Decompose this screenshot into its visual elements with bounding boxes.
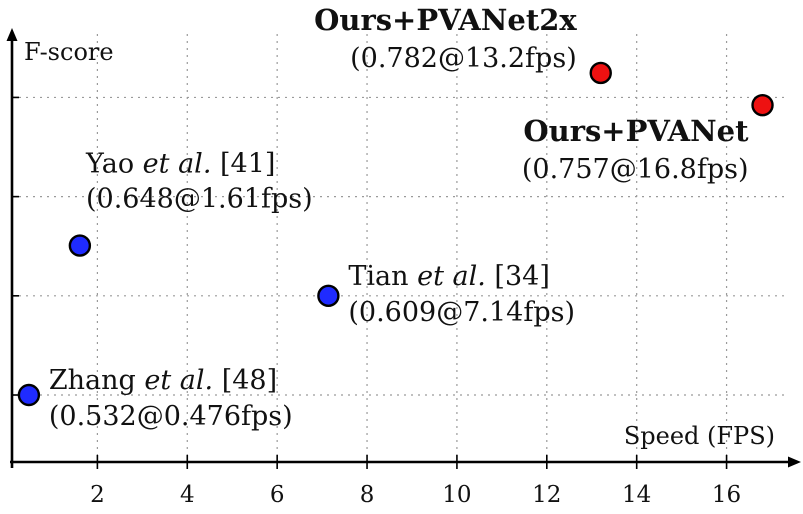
x-tick-label: 10 (442, 482, 471, 508)
data-point-marker (68, 234, 92, 257)
point-name-label: Tian et al. [34] (348, 261, 549, 292)
data-point-marker (317, 284, 340, 308)
data-point-marker (17, 383, 41, 407)
x-tick-label: 8 (360, 482, 375, 508)
point-name-ref: [41] (211, 149, 275, 180)
point-name-text: Yao (85, 149, 134, 180)
point-name-italic: et al. (409, 261, 486, 292)
point-name-italic: et al. (136, 365, 213, 396)
point-value-label: (0.782@13.2fps) (350, 43, 577, 74)
point-name-label: Ours+PVANet (523, 114, 749, 148)
point-name-text: Ours+PVANet (523, 114, 749, 148)
x-axis-arrowhead (788, 456, 801, 468)
data-point-marker (751, 93, 774, 117)
grid-lines (12, 34, 785, 462)
point-name-label: Yao et al. [41] (85, 149, 275, 180)
x-tick-label: 16 (712, 482, 741, 508)
x-tick-label: 2 (90, 482, 105, 508)
point-value-label: (0.648@1.61fps) (86, 184, 313, 215)
x-axis-title: Speed (FPS) (624, 422, 775, 450)
point-value-label: (0.609@7.14fps) (348, 297, 575, 328)
x-tick-label: 6 (270, 482, 285, 508)
data-point-marker (589, 61, 612, 85)
y-axis-title: F-score (24, 38, 114, 66)
point-name-label: Zhang et al. [48] (49, 365, 277, 396)
data-points (17, 61, 774, 407)
axes (6, 28, 801, 468)
y-axis-arrowhead (6, 28, 18, 41)
point-name-label: Ours+PVANet2x (314, 3, 577, 37)
point-name-ref: [34] (486, 261, 550, 292)
point-value-label: (0.757@16.8fps) (522, 154, 749, 185)
x-tick-label: 12 (532, 482, 561, 508)
point-name-text: Ours+PVANet2x (314, 3, 577, 37)
x-tick-label: 14 (622, 482, 651, 508)
x-ticks: 2 4 6 8 10 12 14 16 (90, 455, 741, 508)
point-name-ref: [48] (213, 365, 277, 396)
point-name-text: Zhang (49, 365, 136, 396)
point-labels: Zhang et al. [48] (0.532@0.476fps) Yao et … (49, 3, 749, 432)
point-name-text: Tian (348, 261, 408, 292)
point-name-italic: et al. (134, 149, 211, 180)
point-value-label: (0.532@0.476fps) (49, 401, 293, 432)
x-tick-label: 4 (180, 482, 195, 508)
